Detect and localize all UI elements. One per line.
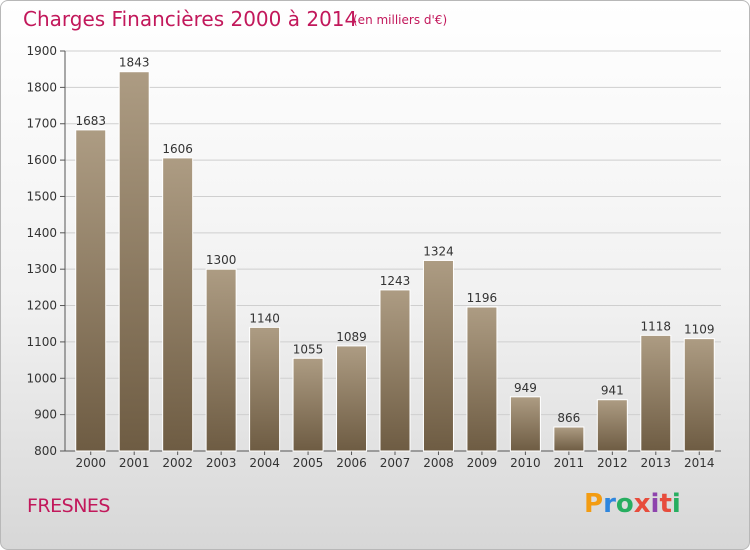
data-label-2001: 1843	[119, 56, 150, 70]
bar-2009	[466, 306, 498, 452]
bar-2005	[292, 357, 324, 452]
bar-2008	[422, 259, 454, 452]
data-label-2013: 1118	[641, 319, 672, 333]
x-tick-label-2009: 2009	[467, 456, 498, 470]
y-tick-label: 900	[34, 408, 57, 422]
bar-2001	[118, 71, 150, 452]
y-tick-label: 800	[34, 444, 57, 458]
data-label-2009: 1196	[467, 291, 498, 305]
bar-2012	[596, 399, 628, 452]
data-label-2004: 1140	[249, 311, 280, 325]
x-tick-label-2000: 2000	[75, 456, 106, 470]
x-tick-label-2006: 2006	[336, 456, 367, 470]
data-label-2000: 1683	[75, 114, 106, 128]
bar-2013	[640, 334, 672, 452]
x-tick-label-2005: 2005	[293, 456, 324, 470]
data-label-2012: 941	[601, 384, 624, 398]
bar-2003	[205, 268, 237, 452]
y-tick-label: 1800	[26, 80, 57, 94]
y-tick-label: 1400	[26, 226, 57, 240]
x-tick-label-2011: 2011	[554, 456, 585, 470]
data-label-2011: 866	[557, 411, 580, 425]
data-label-2007: 1243	[380, 274, 411, 288]
x-tick-label-2004: 2004	[249, 456, 280, 470]
data-label-2014: 1109	[684, 323, 715, 337]
y-tick-label: 1600	[26, 153, 57, 167]
data-label-2010: 949	[514, 381, 537, 395]
x-tick-label-2013: 2013	[641, 456, 672, 470]
x-tick-label-2001: 2001	[119, 456, 150, 470]
y-tick-label: 1900	[26, 44, 57, 58]
data-label-2006: 1089	[336, 330, 367, 344]
bars	[75, 71, 715, 452]
bar-2002	[162, 157, 194, 452]
x-tick-label-2012: 2012	[597, 456, 628, 470]
bar-2014	[683, 338, 715, 452]
y-tick-label: 1300	[26, 262, 57, 276]
y-tick-label: 1100	[26, 335, 57, 349]
data-label-2003: 1300	[206, 253, 237, 267]
bar-2007	[379, 289, 411, 452]
chart-title: Charges Financières 2000 à 2014	[23, 7, 358, 31]
x-tick-label-2007: 2007	[380, 456, 411, 470]
city-name: FRESNES	[27, 495, 110, 517]
bar-2010	[509, 396, 541, 452]
chart-subtitle: (en milliers d'€)	[353, 13, 448, 27]
bar-2000	[75, 129, 107, 452]
x-tick-label-2010: 2010	[510, 456, 541, 470]
data-label-2005: 1055	[293, 342, 324, 356]
y-tick-label: 1700	[26, 117, 57, 131]
y-tick-label: 1500	[26, 189, 57, 203]
y-tick-label: 1200	[26, 299, 57, 313]
data-label-2008: 1324	[423, 244, 454, 258]
x-tick-label-2002: 2002	[162, 456, 193, 470]
bar-2011	[553, 426, 585, 452]
data-label-2002: 1606	[162, 142, 193, 156]
x-tick-label-2008: 2008	[423, 456, 454, 470]
x-tick-label-2014: 2014	[684, 456, 715, 470]
proxiti-logo[interactable]: Proxiti	[584, 489, 681, 519]
y-tick-label: 1000	[26, 371, 57, 385]
data-labels: 1683 1843 1606 1300 1140 1055 1089 1243 1324 1196…	[75, 56, 714, 425]
bar-2004	[249, 326, 281, 452]
bar-2006	[336, 345, 368, 452]
x-tick-label-2003: 2003	[206, 456, 237, 470]
